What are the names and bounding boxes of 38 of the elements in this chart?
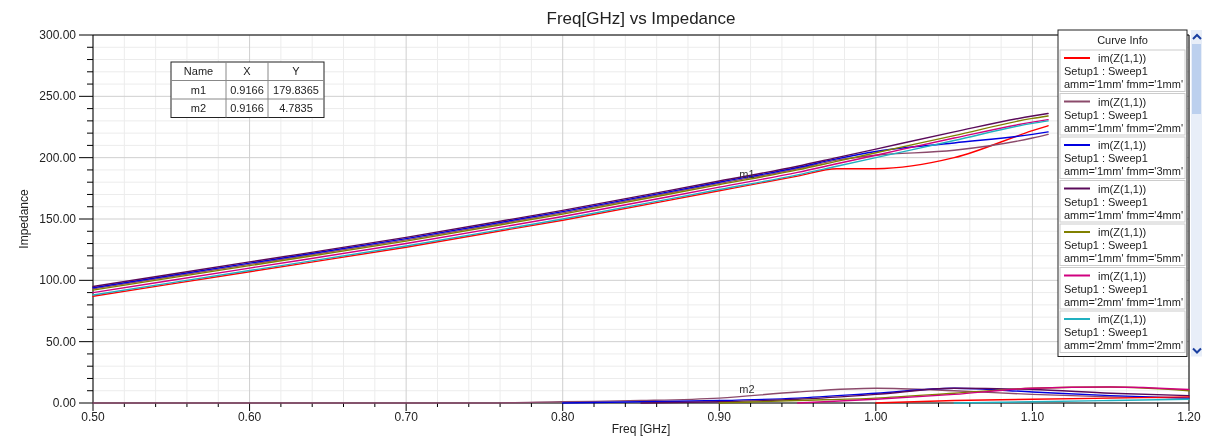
x-tick-label: 1.10 [1020, 410, 1045, 424]
x-tick-label: 0.90 [707, 410, 732, 424]
x-tick-label: 1.20 [1177, 410, 1201, 424]
x-tick-label: 0.70 [394, 410, 419, 424]
annotation: Name [183, 65, 214, 77]
annotation: m1 [190, 83, 207, 96]
line-series [796, 386, 1190, 404]
legend-label: im(Z(1,1)) Setup1 : Sweep1 amm='1mm' fmm='1mm' [1064, 52, 1184, 90]
x-axis-title: Freq [GHz] [611, 422, 671, 436]
x-tick-label: 1.00 [864, 410, 888, 424]
legend-label: im(Z(1,1)) Setup1 : Sweep1 amm='1mm' fmm='2mm' [1064, 95, 1184, 134]
legend-label: im(Z(1,1)) Setup1 : Sweep1 amm='1mm' fmm='5mm' [1064, 226, 1184, 264]
annotation: 0.9166 [230, 83, 264, 96]
x-tick-label: 0.50 [81, 410, 105, 424]
x-tick-label: 0.80 [551, 410, 575, 424]
line-series [875, 396, 1190, 404]
annotation: m2 [190, 102, 207, 114]
annotation: m2 [739, 383, 755, 396]
legend-title: Curve Info [1097, 34, 1148, 46]
annotation: 179.8365 [273, 83, 319, 96]
x-tick-label: 0.60 [237, 410, 262, 424]
y-tick-label: 50.00 [45, 334, 77, 349]
y-tick-label: 200.00 [39, 150, 77, 165]
legend-label: im(Z(1,1)) Setup1 : Sweep1 amm='2mm' fmm='2mm' [1064, 313, 1184, 351]
annotation: X [243, 65, 252, 77]
y-tick-label: 150.00 [39, 212, 77, 226]
chart-title: Freq[GHz] vs Impedance [546, 9, 736, 28]
legend-label: im(Z(1,1)) Setup1 : Sweep1 amm='1mm' fmm='4mm' [1064, 182, 1184, 221]
y-tick-label: 300.00 [39, 28, 77, 42]
annotation: 0.9166 [230, 102, 264, 114]
y-axis-title: Impedance [17, 188, 31, 249]
y-tick-label: 250.00 [39, 89, 77, 104]
legend-label: im(Z(1,1)) Setup1 : Sweep1 amm='2mm' fmm='1mm' [1064, 269, 1184, 308]
y-tick-label: 100.00 [39, 273, 77, 288]
legend-label: im(Z(1,1)) Setup1 : Sweep1 amm='1mm' fmm='3mm' [1064, 139, 1184, 177]
annotation: 4.7835 [279, 102, 313, 114]
y-tick-label: 0.00 [52, 396, 77, 410]
annotation: Y [292, 65, 301, 77]
